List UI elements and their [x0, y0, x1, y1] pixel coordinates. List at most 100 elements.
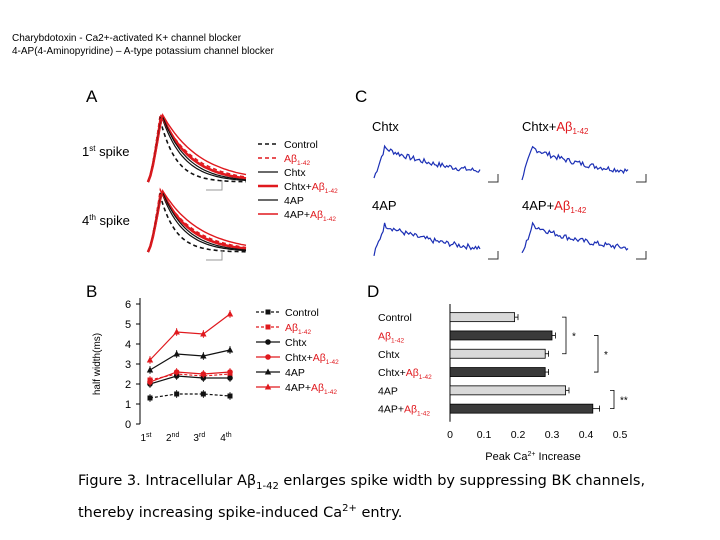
panel-c: Chtx Chtx+Aβ1-42 4AP 4AP+Aβ1-42	[372, 119, 647, 260]
b-point-6-4	[226, 310, 234, 317]
spike-trace-2-3	[147, 192, 247, 253]
d-sig-label-1: *	[572, 331, 576, 342]
b-ytick-label-2: 2	[125, 379, 131, 391]
panel-b-chart: 0 1 2 3 4 5 6 half width(ms) 1st 2nd 3rd 4th Control…	[92, 298, 339, 444]
spike-trace-2-6	[147, 189, 247, 253]
b-point-6-3	[200, 330, 207, 337]
b-xtick-label-2: 2nd	[166, 432, 179, 444]
b-point-4-2	[173, 369, 180, 375]
scale-bar-c-3	[488, 251, 499, 260]
b-legend-marker-5	[264, 368, 272, 375]
d-category-label-4: Chtx+Aβ1-42	[378, 367, 432, 381]
scale-bar-a-2	[206, 250, 223, 261]
b-point-6-1	[146, 356, 154, 363]
b-legend-label-6: 4AP+Aβ1-42	[285, 382, 337, 396]
d-xtick-label-2: 0.1	[477, 429, 492, 441]
d-bar-1	[449, 312, 515, 323]
b-series-line-1	[149, 393, 231, 399]
b-series-line-6	[149, 313, 231, 361]
d-xtick-label-1: 0	[447, 429, 453, 441]
legend-label-6: 4AP+Aβ1-42	[284, 209, 336, 223]
b-point-5-3	[200, 352, 207, 359]
spike-trace-1-3	[147, 116, 247, 183]
spike-trace-1-1	[147, 119, 246, 183]
trace-label-chtx: Chtx	[372, 119, 399, 134]
row-label-fourth-spike: 4th spike	[82, 213, 130, 228]
b-point-1-1	[147, 395, 153, 401]
row-label-first-spike: 1st spike	[82, 144, 129, 159]
b-legend-label-1: Control	[285, 307, 319, 319]
scale-bar-c-4	[636, 251, 647, 260]
d-sig-bracket-3	[610, 389, 615, 410]
b-xtick-label-4: 4th	[220, 432, 232, 444]
note-charybdotoxin: Charybdotoxin - Ca2+-activated K+ channe…	[12, 33, 242, 44]
b-point-4-3	[200, 371, 207, 377]
trace-label-4ap: 4AP	[372, 198, 397, 213]
d-bar-3	[449, 348, 546, 359]
b-xtick-label-1: 1st	[140, 432, 151, 444]
d-category-label-2: Aβ1-42	[378, 330, 404, 344]
b-ytick-label-0: 0	[125, 419, 131, 431]
b-point-6-2	[173, 328, 180, 335]
d-sig-label-3: **	[620, 396, 628, 407]
b-ytick-label-4: 4	[125, 339, 131, 351]
legend-label-3: Chtx	[284, 167, 306, 179]
figure: A C B D 1st spike 4th spike Control Aβ1-4…	[82, 87, 647, 463]
d-xtick-label-6: 0.5	[613, 429, 628, 441]
b-legend-label-2: Aβ1-42	[285, 322, 311, 336]
spike-trace-1-6	[147, 112, 247, 183]
b-legend-label-3: Chtx	[285, 337, 307, 349]
d-bar-2	[449, 330, 553, 341]
d-sig-bracket-1	[562, 316, 567, 355]
legend-label-4: Chtx+Aβ1-42	[284, 181, 338, 195]
d-category-label-3: Chtx	[378, 349, 400, 361]
b-point-5-2	[173, 350, 180, 357]
spike-trace-1-5	[147, 114, 247, 183]
legend-label-1: Control	[284, 139, 318, 151]
d-xlabel: Peak Ca2+ Increase	[485, 451, 580, 463]
b-point-4-1	[147, 379, 153, 385]
b-point-1-4	[227, 393, 233, 399]
d-bar-6	[449, 403, 594, 414]
panel-label-a: A	[86, 87, 98, 106]
legend-label-5: 4AP	[284, 195, 304, 207]
scale-bar-c-2	[636, 174, 647, 183]
b-xtick-label-3: 3rd	[193, 432, 205, 444]
b-point-1-2	[174, 391, 180, 397]
panel-d-chart: Control Aβ1-42 Chtx Chtx+Aβ1-42 4AP 4AP+Aβ1-4…	[378, 304, 628, 463]
b-point-3-4	[227, 375, 233, 381]
b-legend-label-5: 4AP	[285, 367, 305, 379]
b-legend-marker-4	[265, 354, 271, 360]
b-point-5-4	[226, 346, 234, 353]
note-4ap: 4-AP(4-Aminopyridine) – A-type potassium…	[12, 46, 274, 57]
b-point-1-3	[200, 391, 206, 397]
d-sig-bracket-2	[594, 335, 599, 373]
ca-trace-3	[373, 222, 481, 257]
spike-trace-2-1	[147, 192, 247, 253]
legend-label-2: Aβ1-42	[284, 153, 310, 167]
b-series-line-2	[149, 373, 231, 381]
caption-line-2: thereby increasing spike-induced Ca2+ en…	[78, 502, 403, 521]
d-category-label-6: 4AP+Aβ1-42	[378, 404, 430, 418]
trace-label-chtx-abeta: Chtx+Aβ1-42	[522, 119, 589, 136]
caption-line-1: Figure 3. Intracellular Aβ1-42 enlarges …	[78, 473, 646, 492]
b-legend-marker-6	[264, 383, 272, 390]
b-ytick-label-6: 6	[125, 299, 131, 311]
b-series-line-5	[149, 349, 231, 371]
figure-caption: Figure 3. Intracellular Aβ1-42 enlarges …	[78, 470, 678, 524]
ca-trace-4	[521, 221, 629, 254]
ca-trace-2	[521, 145, 629, 181]
d-category-label-1: Control	[378, 312, 412, 324]
scale-bar-a-1	[206, 180, 223, 191]
b-legend-marker-2	[265, 324, 271, 330]
trace-label-4ap-abeta: 4AP+Aβ1-42	[522, 198, 587, 215]
b-ytick-label-3: 3	[125, 359, 131, 371]
b-point-5-1	[146, 366, 154, 373]
scale-bar-c-1	[488, 174, 499, 183]
d-xtick-label-3: 0.2	[511, 429, 526, 441]
ca-trace-1	[373, 144, 481, 179]
d-xtick-label-5: 0.4	[579, 429, 594, 441]
d-bar-5	[449, 385, 566, 396]
d-xtick-label-4: 0.3	[545, 429, 560, 441]
panel-label-b: B	[86, 282, 97, 301]
